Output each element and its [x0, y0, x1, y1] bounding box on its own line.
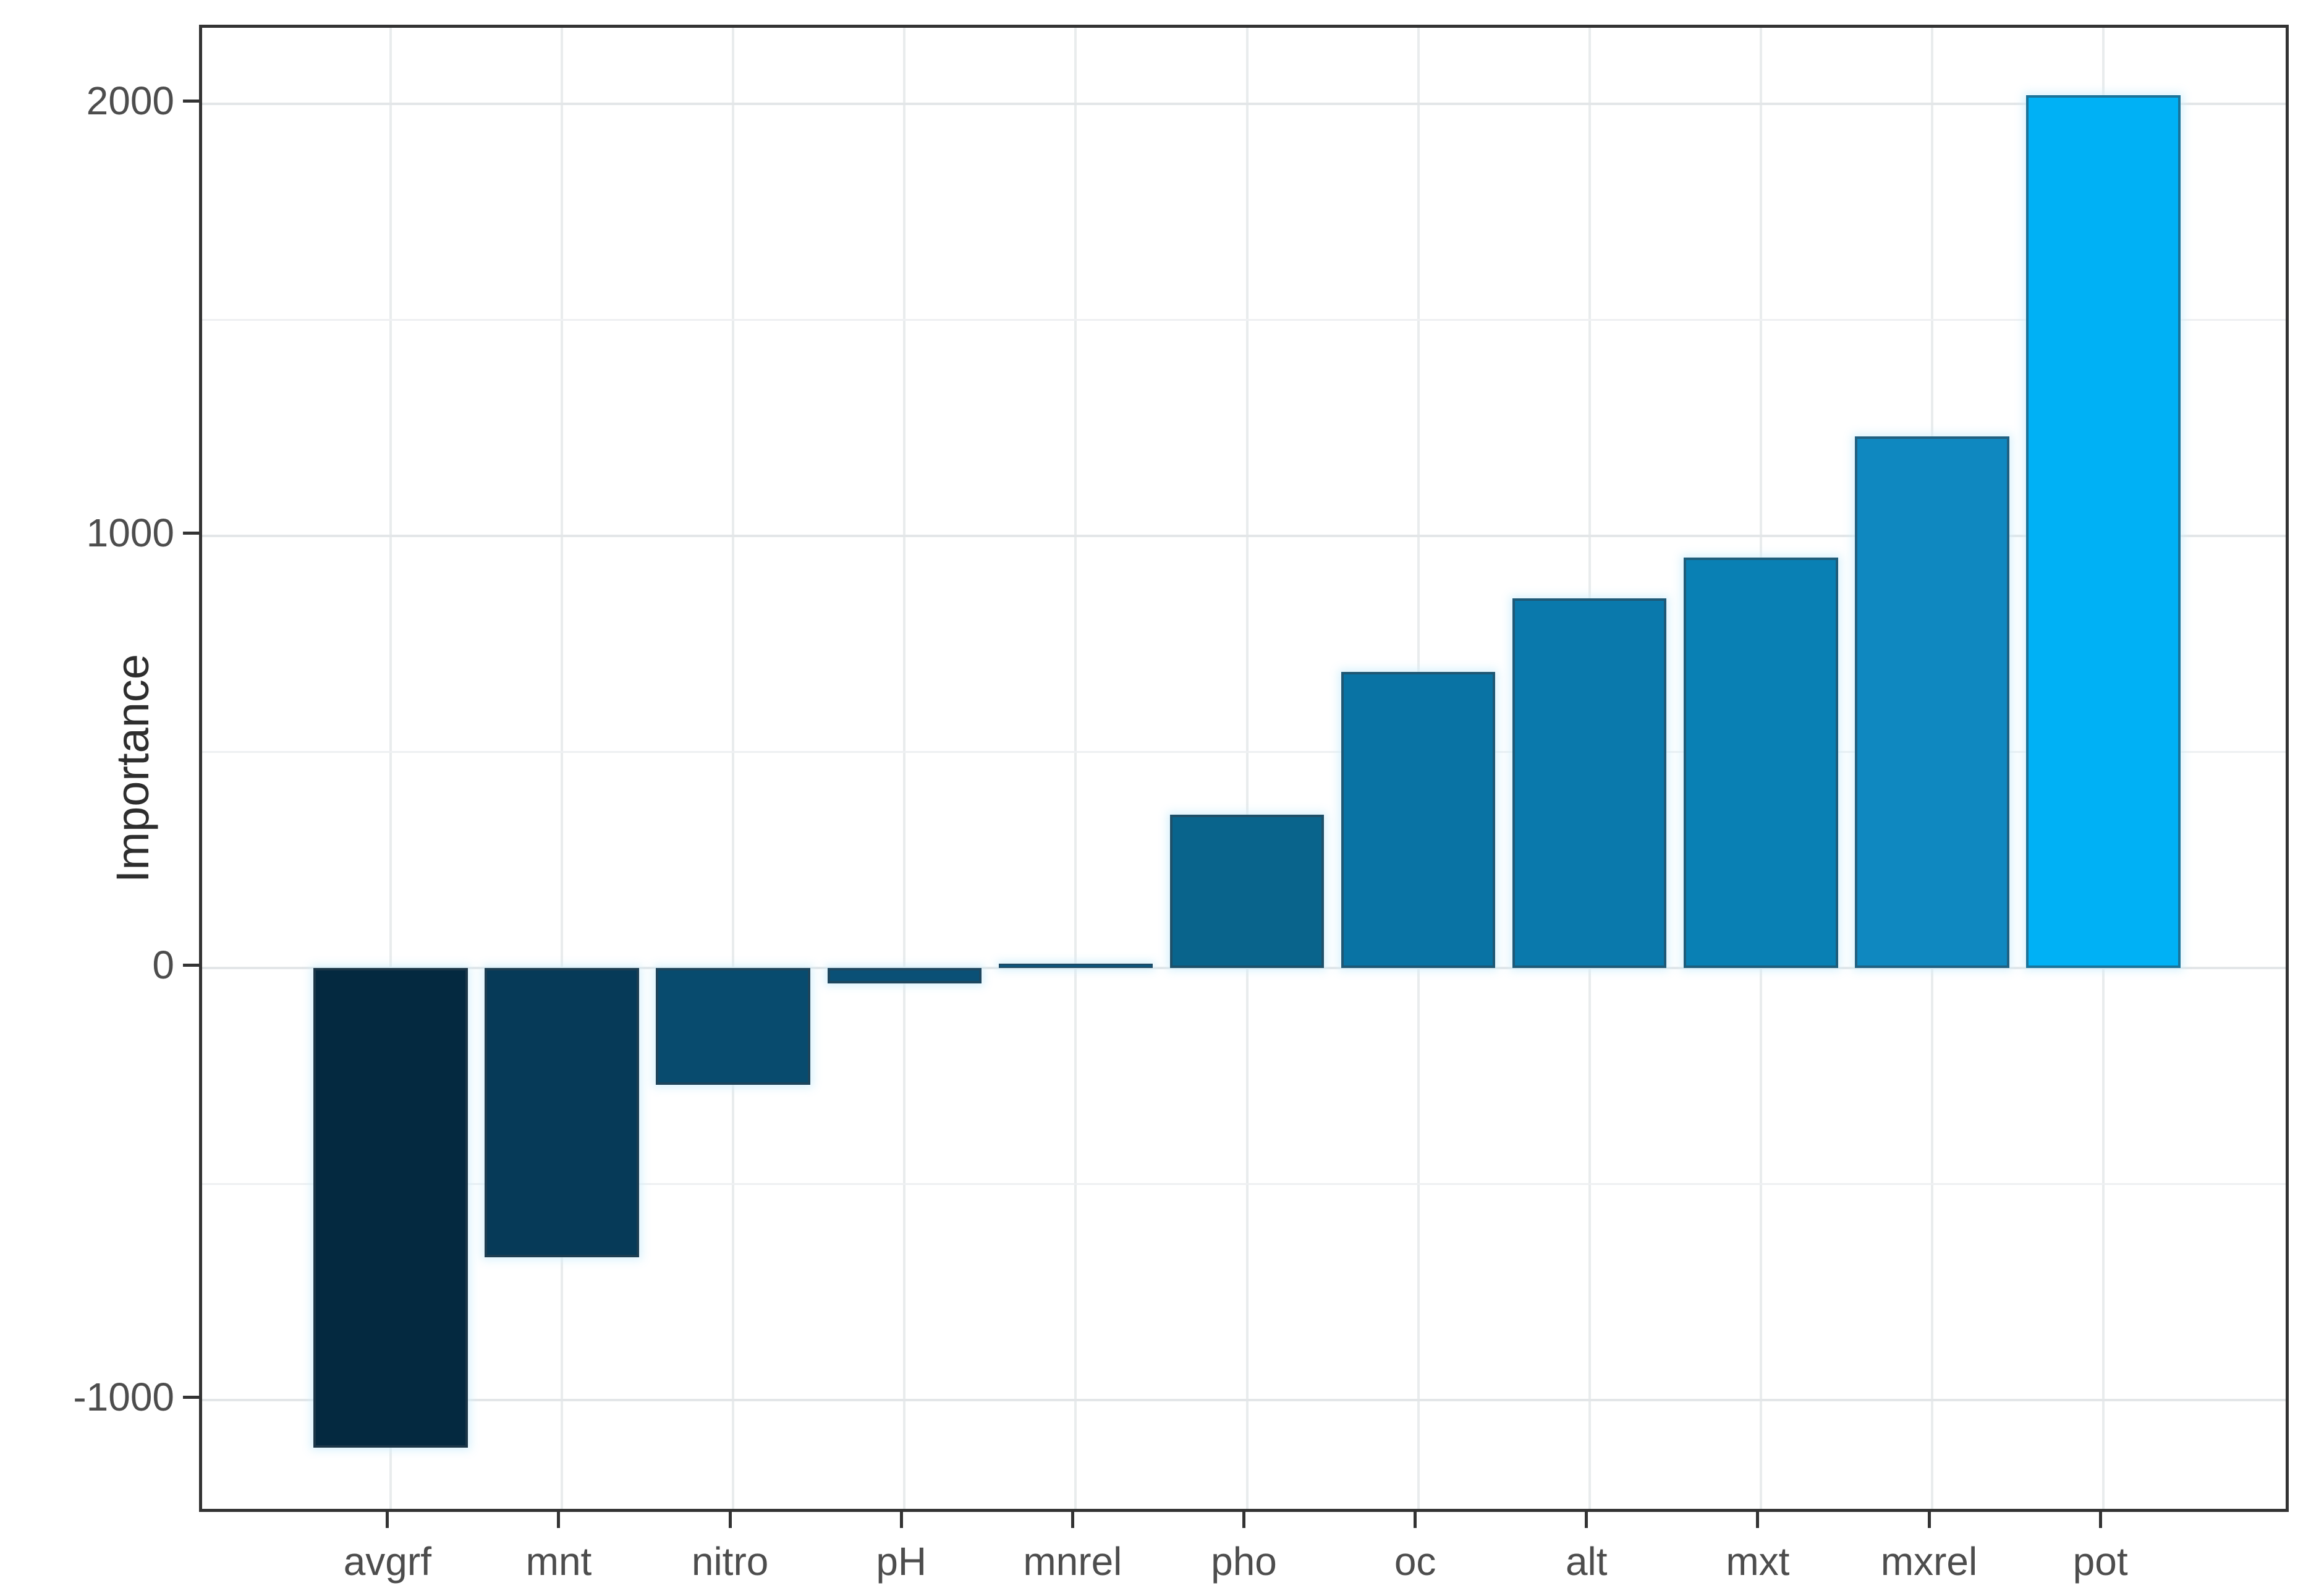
minor-gridline-y500: [202, 751, 2286, 753]
vertical-gridline-avgrf: [389, 28, 392, 1509]
x-tick-label-pH: pH: [876, 1539, 927, 1584]
x-tick-label-pot: pot: [2072, 1539, 2128, 1584]
x-tick-nitro: [728, 1512, 732, 1528]
y-axis-title: Importance: [107, 653, 159, 883]
bar-mxrel: [1855, 436, 2009, 969]
major-gridline-y0: [202, 967, 2286, 970]
x-tick-mnrel: [1071, 1512, 1074, 1528]
minor-gridline-y-500: [202, 1183, 2286, 1186]
x-tick-pH: [899, 1512, 903, 1528]
minor-gridline-y1500: [202, 319, 2286, 321]
x-tick-alt: [1585, 1512, 1588, 1528]
bar-pot: [2026, 95, 2181, 969]
y-tick-1000: [183, 531, 199, 535]
major-gridline-y-1000: [202, 1399, 2286, 1402]
y-tick-label-1000: 1000: [86, 511, 174, 556]
x-tick-label-alt: alt: [1565, 1539, 1608, 1584]
y-tick--1000: [183, 1395, 199, 1399]
x-tick-label-mxt: mxt: [1726, 1539, 1790, 1584]
y-tick-label--1000: -1000: [73, 1375, 174, 1420]
vertical-gridline-nitro: [732, 28, 735, 1509]
bar-mnrel: [998, 964, 1153, 969]
y-tick-label-0: 0: [152, 943, 174, 988]
vertical-gridline-pH: [903, 28, 906, 1509]
vertical-gridline-pho: [1245, 28, 1249, 1509]
bar-pho: [1169, 814, 1325, 969]
x-tick-pot: [2098, 1512, 2102, 1528]
x-tick-avgrf: [386, 1512, 389, 1528]
x-tick-mnt: [557, 1512, 561, 1528]
x-tick-label-mnt: mnt: [525, 1539, 592, 1584]
bar-pH: [827, 968, 982, 983]
bar-nitro: [656, 968, 810, 1085]
bar-oc: [1341, 672, 1496, 969]
major-gridline-y2000: [202, 103, 2286, 106]
vertical-gridline-mnrel: [1074, 28, 1077, 1509]
vertical-gridline-mnt: [560, 28, 563, 1509]
x-tick-mxrel: [1927, 1512, 1931, 1528]
x-tick-label-mxrel: mxrel: [1880, 1539, 1978, 1584]
x-tick-oc: [1414, 1512, 1417, 1528]
x-tick-label-mnrel: mnrel: [1023, 1539, 1122, 1584]
x-tick-label-oc: oc: [1394, 1539, 1436, 1584]
y-tick-label-2000: 2000: [86, 79, 174, 124]
x-tick-label-pho: pho: [1211, 1539, 1277, 1584]
x-tick-label-nitro: nitro: [691, 1539, 769, 1584]
plot-panel: [199, 25, 2289, 1512]
bar-avgrf: [313, 968, 468, 1448]
y-tick-2000: [183, 99, 199, 103]
x-tick-pho: [1242, 1512, 1245, 1528]
x-tick-mxt: [1756, 1512, 1760, 1528]
major-gridline-y1000: [202, 535, 2286, 538]
y-tick-0: [183, 963, 199, 967]
bar-mnt: [485, 968, 639, 1258]
bar-mxt: [1684, 557, 1838, 969]
x-tick-label-avgrf: avgrf: [343, 1539, 431, 1584]
bar-alt: [1512, 598, 1667, 969]
